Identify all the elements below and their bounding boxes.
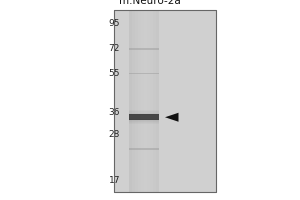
Bar xyxy=(129,148,159,150)
Text: m.Neuro-2a: m.Neuro-2a xyxy=(119,0,181,6)
Bar xyxy=(129,10,159,192)
Text: 95: 95 xyxy=(109,19,120,28)
Bar xyxy=(150,10,153,192)
Bar xyxy=(129,114,159,120)
Bar xyxy=(129,121,159,122)
Bar xyxy=(147,10,150,192)
Bar xyxy=(135,10,138,192)
Bar xyxy=(129,10,132,192)
Bar xyxy=(129,123,159,124)
Bar xyxy=(129,48,159,50)
Text: 72: 72 xyxy=(109,44,120,53)
Text: 28: 28 xyxy=(109,130,120,139)
Text: 17: 17 xyxy=(109,176,120,185)
Polygon shape xyxy=(165,113,178,122)
Bar xyxy=(129,73,159,74)
Bar xyxy=(138,10,141,192)
Text: 55: 55 xyxy=(109,69,120,78)
Bar xyxy=(129,110,159,111)
Bar xyxy=(144,10,147,192)
Bar xyxy=(114,10,216,192)
Bar xyxy=(129,114,159,115)
Text: 36: 36 xyxy=(109,108,120,117)
Bar xyxy=(156,10,159,192)
Bar xyxy=(153,10,156,192)
Bar xyxy=(132,10,135,192)
Bar xyxy=(129,111,159,113)
Bar xyxy=(129,122,159,123)
Bar xyxy=(141,10,144,192)
Bar xyxy=(129,119,159,121)
Bar xyxy=(129,113,159,114)
Bar xyxy=(114,10,216,192)
